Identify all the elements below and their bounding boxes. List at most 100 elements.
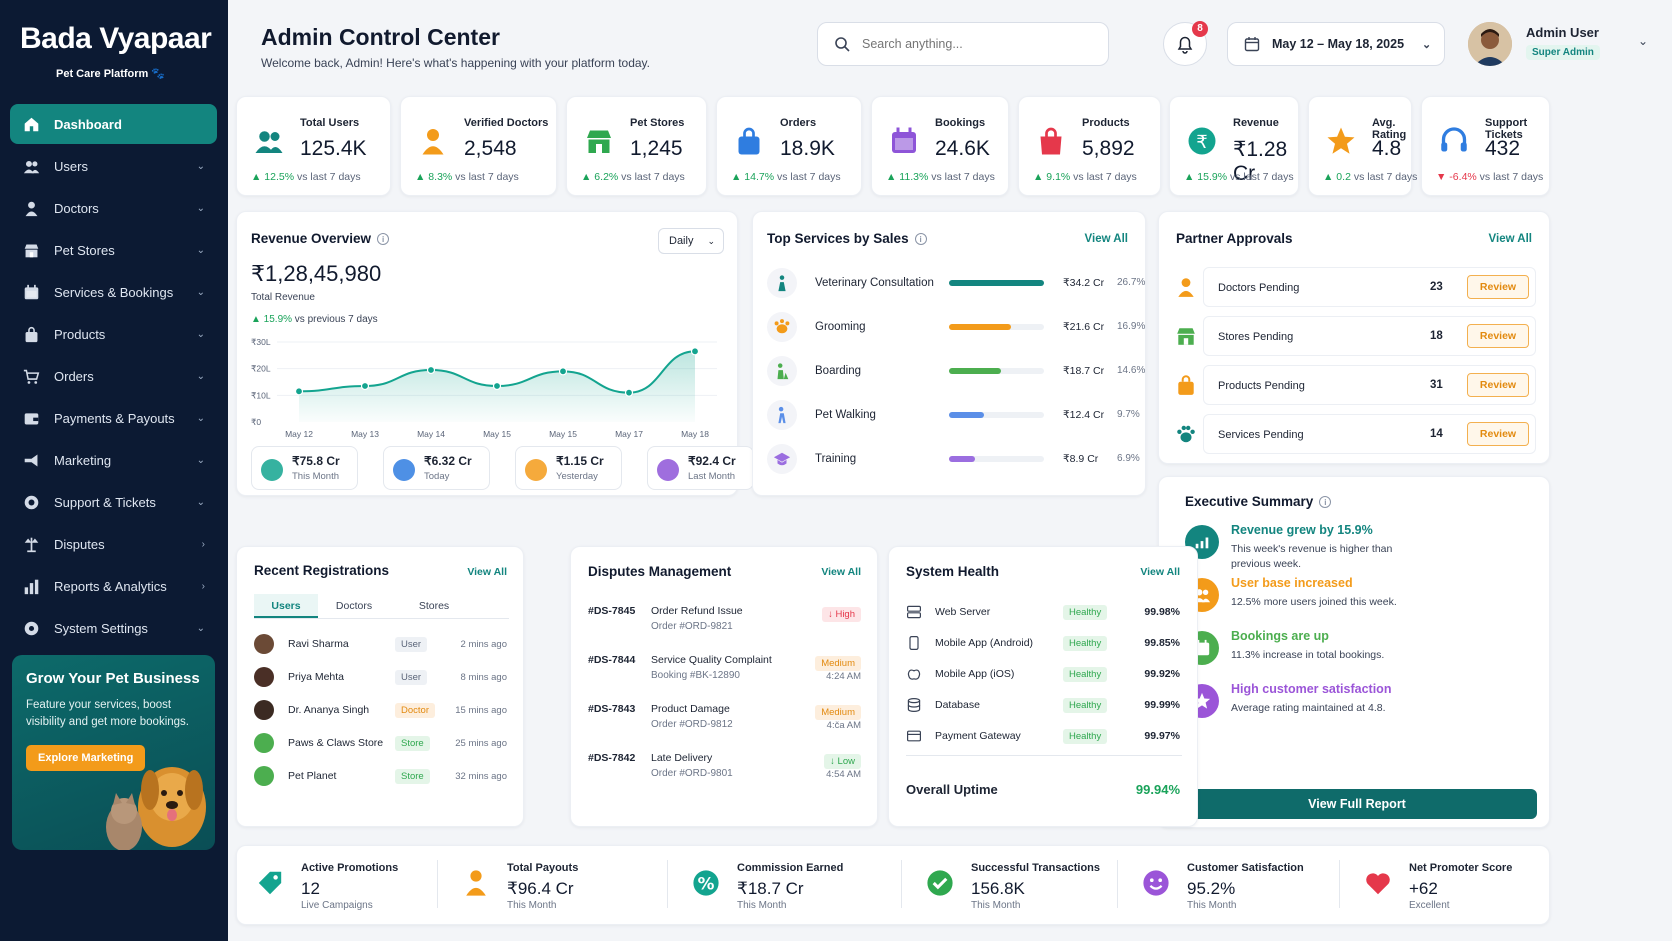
sidebar-item-label: Payments & Payouts <box>54 410 175 426</box>
registration-time: 8 mins ago <box>460 672 507 683</box>
period-select[interactable]: Daily ⌄ <box>658 228 724 254</box>
partner-row[interactable]: Services Pending 14 Review <box>1203 414 1536 454</box>
review-button[interactable]: Review <box>1467 324 1529 348</box>
stat-card[interactable]: Verified Doctors 2,548 ▲ 8.3% vs last 7 da… <box>400 96 557 196</box>
percent-icon: % <box>693 870 719 896</box>
calendar-icon <box>1244 37 1260 52</box>
sidebar-item-support-tickets[interactable]: Support & Tickets ⌄ <box>10 482 217 522</box>
review-button[interactable]: Review <box>1467 275 1529 299</box>
promo-text: Feature your services, boost visibility … <box>26 699 189 728</box>
date-range-picker[interactable]: May 12 – May 18, 2025 ⌄ <box>1227 22 1445 66</box>
bottom-metric[interactable]: Successful Transactions 156.8K This Month <box>901 846 1123 922</box>
partner-row[interactable]: Doctors Pending 23 Review <box>1203 267 1536 307</box>
stat-card[interactable]: Support Tickets 432 ▼ -6.4% vs last 7 days <box>1421 96 1550 196</box>
bottom-metric[interactable]: Net Promoter Score +62 Excellent <box>1339 846 1561 922</box>
notification-button[interactable]: 8 <box>1163 21 1208 66</box>
x-tick-label: May 15 <box>483 429 511 439</box>
revenue-point[interactable] <box>492 381 502 391</box>
revenue-point[interactable] <box>426 365 436 375</box>
sidebar-item-reports-analytics[interactable]: Reports & Analytics › <box>10 566 217 606</box>
dispute-id[interactable]: #DS-7842 <box>588 752 636 764</box>
bottom-metric[interactable]: % Commission Earned ₹18.7 Cr This Month <box>667 846 889 922</box>
sidebar-item-products[interactable]: Products ⌄ <box>10 314 217 354</box>
registrant-name[interactable]: Pet Planet <box>288 770 337 782</box>
mini-label: Last Month <box>688 471 735 482</box>
sidebar-item-disputes[interactable]: Disputes › <box>10 524 217 564</box>
revenue-title: Revenue Overview i <box>251 231 390 246</box>
calendar-icon <box>886 123 922 159</box>
revenue-total: ₹1,28,45,980 <box>251 261 382 286</box>
tab-users[interactable]: Users <box>254 594 318 618</box>
dispute-title: Product Damage <box>651 703 730 715</box>
registrations-view-all-link[interactable]: View All <box>467 566 507 578</box>
services-view-all-link[interactable]: View All <box>1084 233 1128 245</box>
partner-row[interactable]: Products Pending 31 Review <box>1203 365 1536 405</box>
dispute-id[interactable]: #DS-7845 <box>588 605 636 617</box>
service-bar-fill <box>949 280 1044 286</box>
support-icon <box>22 493 40 511</box>
stat-card[interactable]: Products 5,892 ▲ 9.1% vs last 7 days <box>1018 96 1161 196</box>
review-button[interactable]: Review <box>1467 422 1529 446</box>
bottom-metric[interactable]: Customer Satisfaction 95.2% This Month <box>1117 846 1339 922</box>
sidebar-item-services-bookings[interactable]: Services & Bookings ⌄ <box>10 272 217 312</box>
sidebar-item-pet-stores[interactable]: Pet Stores ⌄ <box>10 230 217 270</box>
stat-card[interactable]: ₹ Revenue ₹1.28 Cr ▲ 15.9% vs last 7 days <box>1169 96 1299 196</box>
calendar-icon <box>892 127 916 153</box>
revenue-point[interactable] <box>624 388 634 397</box>
revenue-point[interactable] <box>690 347 700 356</box>
user-menu[interactable]: Admin User Super Admin ⌄ <box>1468 20 1658 68</box>
overall-uptime-value: 99.94% <box>1135 782 1180 797</box>
health-view-all-link[interactable]: View All <box>1140 566 1180 578</box>
stat-card[interactable]: Avg. Rating 4.8 ▲ 0.2 vs last 7 days <box>1308 96 1417 196</box>
search-box[interactable] <box>817 22 1109 66</box>
disputes-view-all-link[interactable]: View All <box>821 566 861 578</box>
revenue-point[interactable] <box>558 367 568 376</box>
bottom-metric[interactable]: Total Payouts ₹96.4 Cr This Month <box>437 846 659 922</box>
tab-doctors[interactable]: Doctors <box>335 600 373 612</box>
service-bar <box>949 324 1044 330</box>
stat-card[interactable]: Bookings 24.6K ▲ 11.3% vs last 7 days <box>871 96 1009 196</box>
type-badge: User <box>395 637 428 652</box>
partners-view-all-link[interactable]: View All <box>1488 233 1532 245</box>
dispute-id[interactable]: #DS-7844 <box>588 654 636 666</box>
revenue-mini-card[interactable]: ₹75.8 Cr This Month <box>251 446 358 490</box>
stat-card[interactable]: Pet Stores 1,245 ▲ 6.2% vs last 7 days <box>566 96 707 196</box>
mini-icon <box>525 459 547 481</box>
revenue-mini-card[interactable]: ₹1.15 Cr Yesterday <box>515 446 622 490</box>
bottom-metric[interactable]: Active Promotions 12 Live Campaigns <box>253 846 453 922</box>
sidebar-item-users[interactable]: Users ⌄ <box>10 146 217 186</box>
sidebar-item-system-settings[interactable]: System Settings ⌄ <box>10 608 217 648</box>
view-full-report-button[interactable]: View Full Report <box>1177 789 1537 819</box>
stat-card[interactable]: Orders 18.9K ▲ 14.7% vs last 7 days <box>716 96 862 196</box>
revenue-point[interactable] <box>360 381 370 391</box>
search-input[interactable] <box>862 37 1082 51</box>
dispute-time: 4:ča AM <box>826 720 861 731</box>
sidebar-item-payments-payouts[interactable]: Payments & Payouts ⌄ <box>10 398 217 438</box>
explore-marketing-button[interactable]: Explore Marketing <box>26 745 146 771</box>
tab-stores[interactable]: Stores <box>418 600 450 612</box>
stat-card[interactable]: Total Users 125.4K ▲ 12.5% vs last 7 days <box>236 96 391 196</box>
sidebar-item-dashboard[interactable]: Dashboard <box>10 104 217 144</box>
sidebar-item-orders[interactable]: Orders ⌄ <box>10 356 217 396</box>
chevron-down-icon[interactable]: ⌄ <box>1638 34 1649 48</box>
walking-icon <box>767 400 797 430</box>
registrant-name[interactable]: Ravi Sharma <box>288 638 349 650</box>
registrant-name[interactable]: Paws & Claws Store <box>288 737 384 749</box>
revenue-mini-card[interactable]: ₹92.4 Cr Last Month <box>647 446 754 490</box>
revenue-mini-card[interactable]: ₹6.32 Cr Today <box>383 446 490 490</box>
brand-logo[interactable]: Bada Vyapaar <box>20 22 212 55</box>
revenue-point[interactable] <box>294 387 304 396</box>
registrant-name[interactable]: Priya Mehta <box>288 671 345 683</box>
review-button[interactable]: Review <box>1467 373 1529 397</box>
partner-row[interactable]: Stores Pending 18 Review <box>1203 316 1536 356</box>
partner-count: 31 <box>1430 379 1443 391</box>
server-icon <box>907 605 921 619</box>
sidebar-item-doctors[interactable]: Doctors ⌄ <box>10 188 217 228</box>
partner-label: Doctors Pending <box>1218 282 1300 294</box>
dispute-id[interactable]: #DS-7843 <box>588 703 636 715</box>
type-badge: User <box>395 670 428 685</box>
sidebar-item-marketing[interactable]: Marketing ⌄ <box>10 440 217 480</box>
priority-badge: ↓ High <box>822 607 861 622</box>
registrant-name[interactable]: Dr. Ananya Singh <box>288 704 370 716</box>
uptime-value: 99.97% <box>1144 730 1180 742</box>
